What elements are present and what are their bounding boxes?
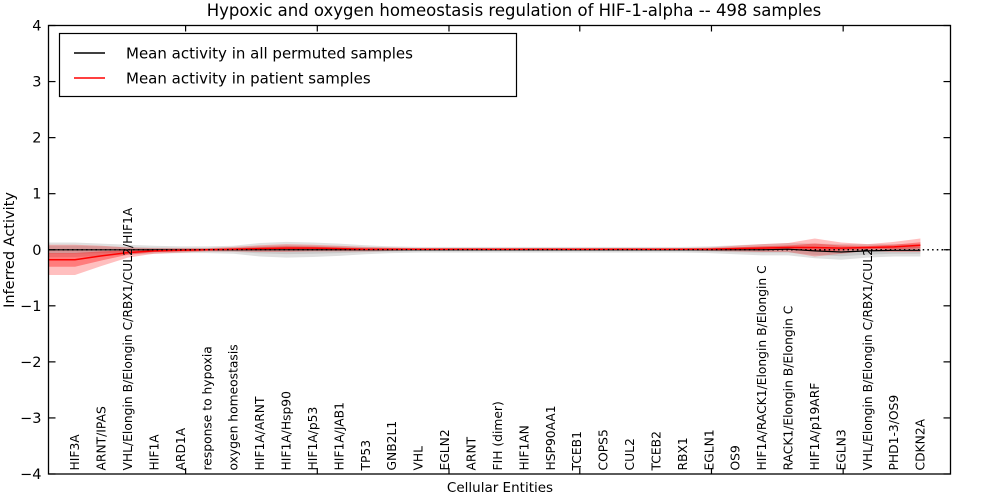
y-tick-label: 4 <box>32 19 41 35</box>
x-tick-label: EGLN3 <box>834 429 848 470</box>
x-tick-label: HIF1A/Hsp90 <box>280 391 294 470</box>
x-tick-label: ARNT <box>465 436 479 470</box>
x-tick-label: VHL/Elongin B/Elongin C/RBX1/CUL2/HIF1A <box>121 207 135 470</box>
x-tick-label: HIF1A/ARNT <box>253 396 267 470</box>
x-tick-label: CUL2 <box>623 438 637 470</box>
x-tick-label: FIH (dimer) <box>491 401 505 470</box>
x-tick-label: VHL/Elongin B/Elongin C/RBX1/CUL2 <box>861 248 875 470</box>
x-tick-label: PHD1-3/OS9 <box>887 395 901 471</box>
permuted-band-outer <box>48 241 921 260</box>
x-tick-label: TCEB2 <box>649 431 663 471</box>
axes-ticks: HIF3A ARNT/IPAS VHL/Elongin B/Elongin C/RB… <box>20 19 951 483</box>
x-tick-label: HIF1A/JAB1 <box>332 402 346 470</box>
x-tick-label: HIF3A <box>68 434 82 471</box>
y-tick-label: −4 <box>20 467 41 483</box>
x-tick-label: VHL <box>412 446 426 471</box>
x-tick-label: HIF1A <box>148 434 162 471</box>
x-tick-label: oxygen homeostasis <box>227 344 241 470</box>
plot-frame <box>47 24 952 475</box>
x-tick-label: HSP90AA1 <box>544 405 558 470</box>
y-tick-label: −2 <box>20 355 41 371</box>
x-tick-label: RBX1 <box>676 437 690 470</box>
x-tick-label: OS9 <box>729 445 743 470</box>
x-tick-label: response to hypoxia <box>200 346 214 470</box>
plot-area <box>48 238 951 275</box>
x-tick-label: HIF1A/p19ARF <box>808 383 822 471</box>
x-tick-label: EGLN2 <box>438 429 452 470</box>
legend: Mean activity in all permuted samples Me… <box>58 32 518 98</box>
x-tick-label: TCEB1 <box>570 431 584 471</box>
x-tick-label: ARD1A <box>174 427 188 470</box>
x-tick-label: CDKN2A <box>914 418 928 470</box>
y-tick-label: 3 <box>32 75 41 91</box>
legend-label-permuted: Mean activity in all permuted samples <box>126 45 413 63</box>
patient-band-outer <box>48 238 921 275</box>
x-tick-label: HIF1A/p53 <box>306 407 320 471</box>
chart-title: Hypoxic and oxygen homeostasis regulatio… <box>207 1 822 20</box>
x-tick-label: HIF1A/RACK1/Elongin B/Elongin C <box>755 265 769 470</box>
patient-mean-line <box>48 244 921 261</box>
x-tick-label: GNB2L1 <box>385 421 399 471</box>
y-tick-label: 0 <box>32 243 41 259</box>
x-tick-label: EGLN1 <box>702 429 716 470</box>
x-tick-label: HIF1AN <box>517 425 531 470</box>
legend-box <box>58 32 518 98</box>
y-axis-label: Inferred Activity <box>2 192 18 308</box>
x-tick-label: RACK1/Elongin B/Elongin C <box>782 306 796 471</box>
y-tick-label: 2 <box>32 131 41 147</box>
x-tick-label: TP53 <box>359 440 373 472</box>
y-tick-label: −1 <box>20 299 41 315</box>
y-tick-label: −3 <box>20 411 41 427</box>
x-axis-label: Cellular Entities <box>447 480 553 496</box>
legend-label-patient: Mean activity in patient samples <box>126 70 371 88</box>
y-tick-label: 1 <box>32 187 41 203</box>
x-tick-label: ARNT/IPAS <box>95 406 109 470</box>
x-tick-label: COPS5 <box>597 429 611 470</box>
